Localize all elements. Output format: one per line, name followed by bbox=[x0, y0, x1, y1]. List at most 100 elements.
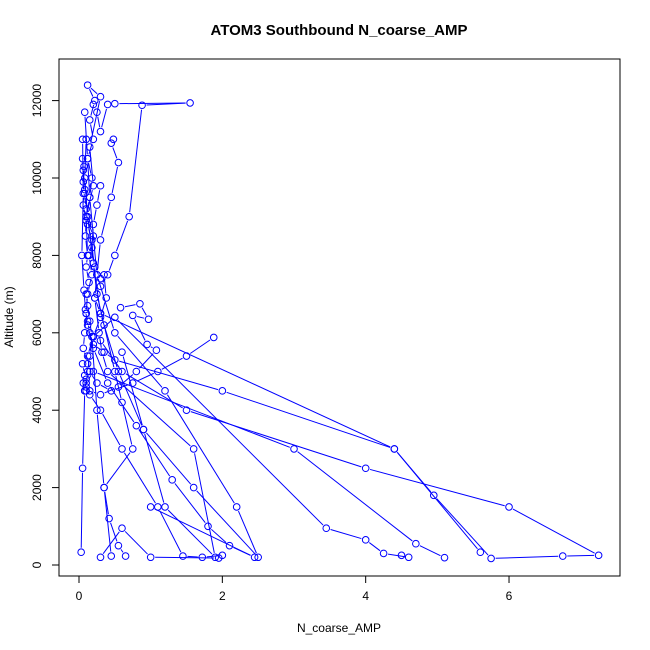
series-segment bbox=[189, 339, 211, 354]
chart-title: ATOM3 Southbound N_coarse_AMP bbox=[211, 22, 468, 39]
data-point bbox=[83, 154, 92, 163]
series-segment bbox=[94, 352, 107, 380]
series-3 bbox=[80, 108, 262, 562]
data-point bbox=[186, 99, 194, 107]
data-point bbox=[118, 524, 126, 533]
data-point bbox=[107, 139, 116, 147]
series-segment bbox=[115, 220, 129, 252]
series-segment bbox=[104, 279, 107, 294]
series-segment bbox=[96, 346, 101, 350]
data-point bbox=[125, 212, 133, 221]
series-segment bbox=[190, 411, 362, 468]
series-segment bbox=[90, 341, 94, 352]
series-segment bbox=[512, 508, 595, 554]
series-segment bbox=[154, 508, 251, 556]
series-segment bbox=[83, 294, 86, 306]
data-point bbox=[225, 541, 234, 550]
series-segment bbox=[330, 529, 362, 540]
data-point bbox=[100, 321, 108, 329]
series-segment bbox=[146, 432, 192, 485]
series-segment bbox=[101, 302, 106, 314]
series-segment bbox=[93, 267, 97, 290]
data-point bbox=[397, 551, 406, 560]
data-point bbox=[136, 299, 144, 308]
series-segment bbox=[82, 143, 84, 189]
data-point bbox=[78, 251, 86, 260]
series-segment bbox=[82, 368, 85, 372]
x-axis-label: N_coarse_AMP bbox=[297, 621, 381, 635]
series-segment bbox=[87, 360, 90, 368]
data-point bbox=[132, 367, 141, 376]
series-segment bbox=[141, 307, 147, 316]
series-9 bbox=[82, 309, 603, 563]
series-segment bbox=[134, 319, 146, 341]
data-point bbox=[379, 549, 388, 558]
data-point bbox=[107, 552, 116, 560]
y-tick-label: 4000 bbox=[30, 397, 44, 424]
series-segment bbox=[93, 209, 97, 221]
data-point bbox=[412, 539, 420, 548]
series-segment bbox=[119, 360, 219, 391]
data-point bbox=[111, 356, 119, 364]
data-point bbox=[96, 181, 105, 190]
series-segment bbox=[155, 556, 215, 559]
series-segment bbox=[88, 375, 92, 380]
data-point bbox=[80, 329, 89, 337]
series-segment bbox=[102, 531, 120, 554]
data-point bbox=[144, 315, 153, 324]
data-point bbox=[96, 390, 105, 399]
series-segment bbox=[226, 391, 391, 448]
y-tick-label: 2000 bbox=[30, 474, 44, 501]
series-segment bbox=[87, 163, 91, 193]
data-point bbox=[179, 552, 187, 560]
data-point bbox=[361, 464, 370, 473]
data-point bbox=[209, 333, 218, 342]
series-segment bbox=[104, 314, 391, 448]
data-point bbox=[100, 270, 108, 279]
series-segment bbox=[101, 317, 118, 368]
series-segment bbox=[84, 143, 87, 174]
series-segment bbox=[97, 190, 101, 201]
data-point bbox=[111, 367, 119, 376]
series-segment bbox=[115, 375, 122, 399]
series-segment bbox=[117, 320, 324, 526]
data-point bbox=[103, 270, 112, 279]
data-point bbox=[146, 503, 155, 511]
series-segment bbox=[129, 109, 143, 213]
series-segment bbox=[237, 510, 257, 554]
series-segment bbox=[107, 354, 112, 358]
series-segment bbox=[97, 116, 101, 128]
data-point bbox=[82, 379, 90, 387]
series-segment bbox=[86, 213, 88, 221]
data-point bbox=[80, 174, 89, 182]
data-point bbox=[89, 100, 98, 109]
series-segment bbox=[111, 166, 119, 194]
series-segment bbox=[104, 491, 109, 515]
data-point bbox=[143, 340, 151, 349]
x-axis: 0 2 4 6 bbox=[76, 575, 513, 603]
series-segment bbox=[112, 147, 118, 159]
x-tick-label: 0 bbox=[76, 589, 83, 603]
series-5 bbox=[90, 135, 219, 562]
data-point bbox=[93, 290, 101, 298]
series-segment bbox=[90, 87, 98, 95]
series-segment bbox=[81, 197, 84, 251]
series-segment bbox=[83, 337, 85, 344]
series-segment bbox=[166, 394, 235, 504]
series-segment bbox=[567, 554, 595, 557]
series-segment bbox=[95, 302, 100, 310]
data-point bbox=[96, 313, 105, 322]
series-segment bbox=[101, 108, 108, 128]
data-point bbox=[93, 379, 101, 387]
data-point bbox=[118, 445, 126, 453]
data-point bbox=[96, 127, 105, 136]
data-point bbox=[89, 181, 98, 190]
data-point bbox=[204, 522, 212, 531]
series-segment bbox=[92, 252, 95, 263]
series-segment bbox=[125, 373, 183, 409]
series-layer bbox=[77, 81, 603, 563]
y-axis-label: Altitude (m) bbox=[2, 286, 16, 347]
data-point bbox=[116, 303, 125, 312]
data-point bbox=[80, 108, 89, 117]
data-point bbox=[103, 379, 112, 387]
